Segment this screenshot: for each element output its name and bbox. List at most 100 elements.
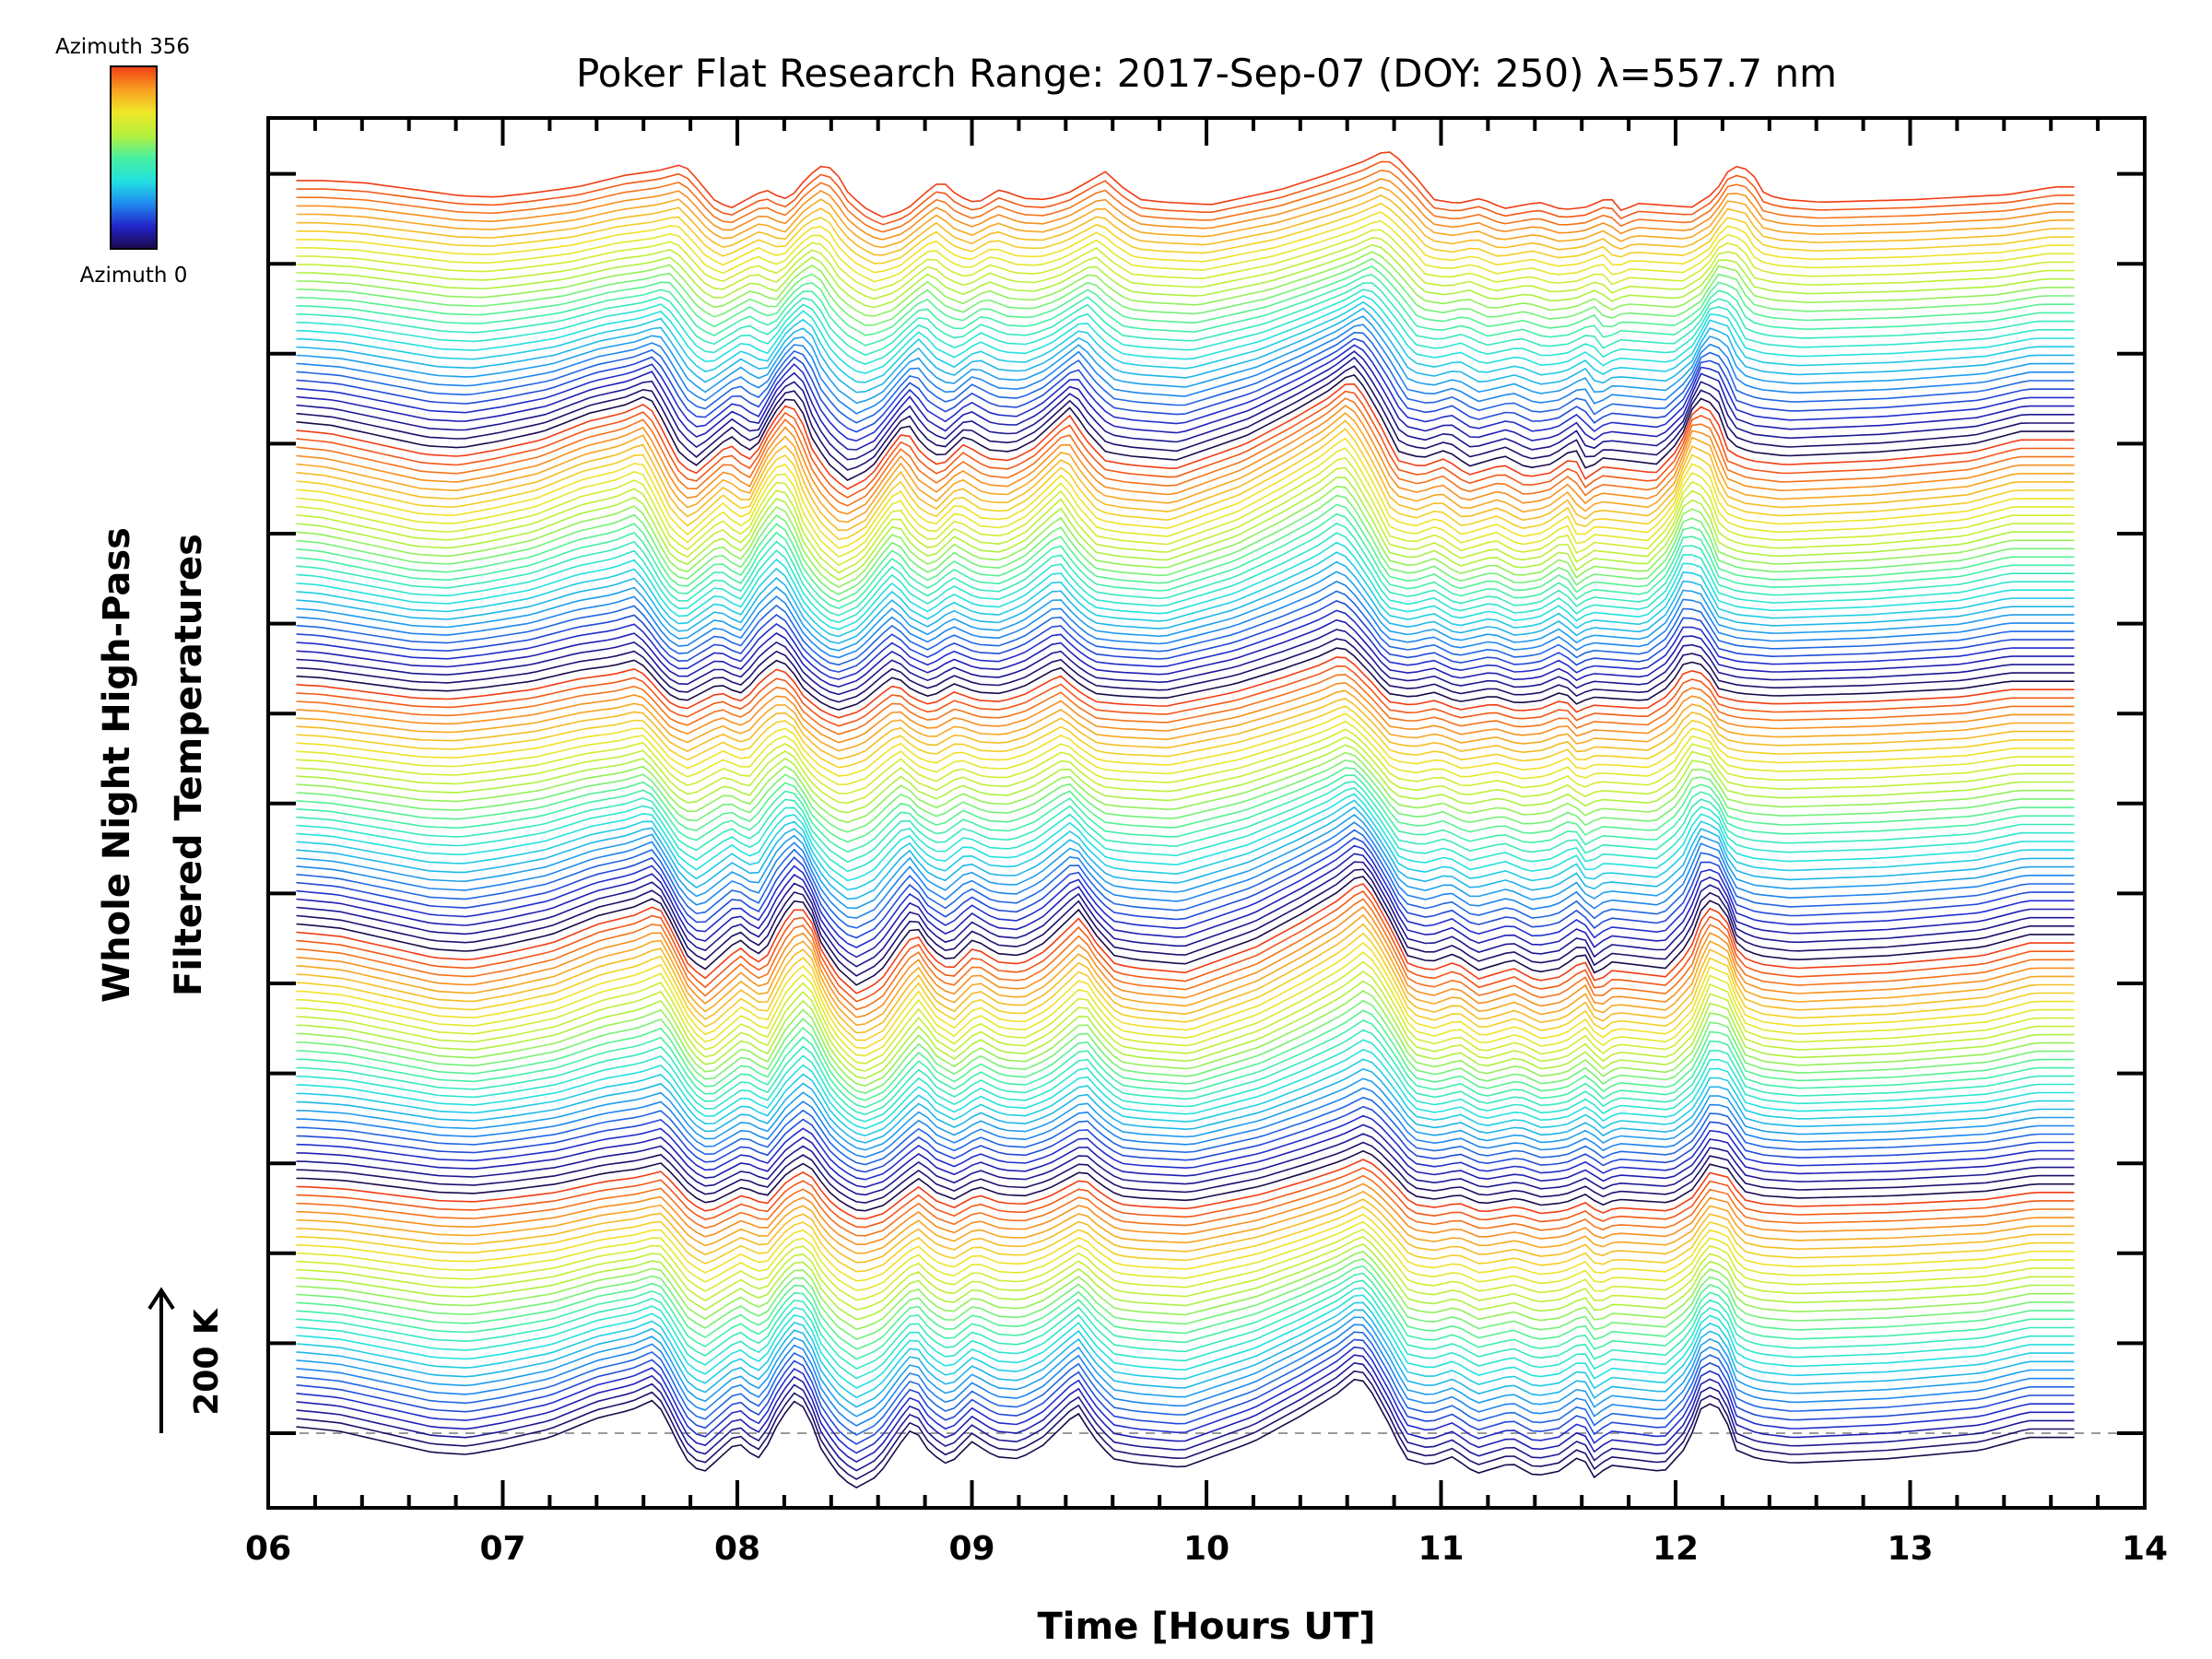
series-line	[296, 1324, 2075, 1427]
series-line	[296, 590, 2075, 666]
series-line	[296, 960, 2075, 1065]
series-line	[296, 211, 2075, 274]
series-line	[296, 600, 2075, 673]
series-line	[296, 1294, 2075, 1389]
x-tick-label: 07	[479, 1530, 525, 1568]
series-line	[296, 1039, 2075, 1123]
series-line	[296, 512, 2075, 609]
series-line	[296, 1058, 2075, 1137]
series-line	[296, 1067, 2075, 1144]
series-line	[296, 618, 2075, 688]
series-line	[296, 503, 2075, 603]
colorbar-bottom-label: Azimuth 0	[80, 264, 188, 288]
series-line	[296, 350, 2075, 451]
series-line	[296, 1378, 2075, 1489]
x-tick-label: 13	[1887, 1530, 1933, 1568]
series-line	[296, 1190, 2075, 1254]
series-line	[296, 689, 2075, 752]
series-line	[296, 288, 2075, 365]
series-line	[296, 220, 2075, 283]
series-line	[296, 728, 2075, 794]
series-line	[296, 169, 2075, 233]
series-line	[296, 735, 2075, 805]
series-line	[296, 178, 2075, 241]
series-line	[296, 781, 2075, 864]
series-line	[296, 1361, 2075, 1472]
series-line	[296, 905, 2075, 1018]
colorbar	[110, 65, 158, 250]
series-line	[296, 456, 2075, 567]
series-line	[296, 390, 2075, 499]
series-line	[296, 629, 2075, 696]
series-line	[296, 1316, 2075, 1418]
series-line	[296, 932, 2075, 1041]
series-line	[296, 1029, 2075, 1116]
series-line	[296, 560, 2075, 644]
series-line	[296, 1301, 2075, 1399]
x-tick-label: 12	[1653, 1530, 1699, 1568]
series-line	[296, 882, 2075, 994]
series-line	[296, 1159, 2075, 1220]
series-line	[296, 300, 2075, 383]
series-line	[296, 923, 2075, 1034]
series-line	[296, 541, 2075, 630]
series-line	[296, 665, 2075, 727]
series-line	[296, 1354, 2075, 1464]
series-line	[296, 1167, 2075, 1229]
series-line	[296, 251, 2075, 317]
series-line	[296, 941, 2075, 1050]
series-line	[296, 1114, 2075, 1181]
series-line	[296, 786, 2075, 873]
y-axis-label-line1: Whole Night High-Pass	[96, 527, 138, 1003]
series-line	[296, 397, 2075, 507]
series-line	[296, 876, 2075, 986]
series-line	[296, 405, 2075, 515]
series-line	[296, 990, 2075, 1087]
series-line	[296, 844, 2075, 948]
series-line	[296, 186, 2075, 249]
series-line	[296, 1251, 2075, 1331]
series-line	[296, 151, 2075, 218]
series-line	[296, 532, 2075, 624]
series-line	[296, 257, 2075, 326]
series-line	[296, 1272, 2075, 1360]
series-line	[296, 1279, 2075, 1371]
x-tick-label: 08	[714, 1530, 760, 1568]
series-line	[296, 373, 2075, 481]
series-line	[296, 1077, 2075, 1151]
series-line	[296, 821, 2075, 919]
series-line	[296, 365, 2075, 471]
series-line	[296, 337, 2075, 433]
series-line	[296, 282, 2075, 357]
scale-bar-label: 200 K	[188, 1308, 226, 1416]
series-line	[296, 1198, 2075, 1264]
series-line	[296, 638, 2075, 703]
series-lines	[296, 151, 2075, 1489]
series-line	[296, 237, 2075, 300]
series-line	[296, 898, 2075, 1011]
series-line	[296, 1206, 2075, 1273]
series-line	[296, 428, 2075, 541]
series-line	[296, 609, 2075, 680]
series-line	[296, 1338, 2075, 1445]
series-line	[296, 698, 2075, 760]
series-line	[296, 551, 2075, 638]
series-line	[296, 1141, 2075, 1204]
axis-ticks	[266, 118, 2147, 1508]
series-line	[296, 466, 2075, 574]
series-line	[296, 1309, 2075, 1408]
series-line	[296, 1287, 2075, 1380]
series-line	[296, 324, 2075, 415]
series-line	[296, 1105, 2075, 1173]
series-line	[296, 1228, 2075, 1301]
x-tick-label: 14	[2122, 1530, 2168, 1568]
series-line	[296, 674, 2075, 735]
x-tick-label: 06	[245, 1530, 291, 1568]
series-line	[296, 705, 2075, 769]
series-line	[296, 806, 2075, 900]
series-line	[296, 1346, 2075, 1454]
series-line	[296, 447, 2075, 559]
series-line	[296, 759, 2075, 833]
series-line	[296, 1331, 2075, 1436]
